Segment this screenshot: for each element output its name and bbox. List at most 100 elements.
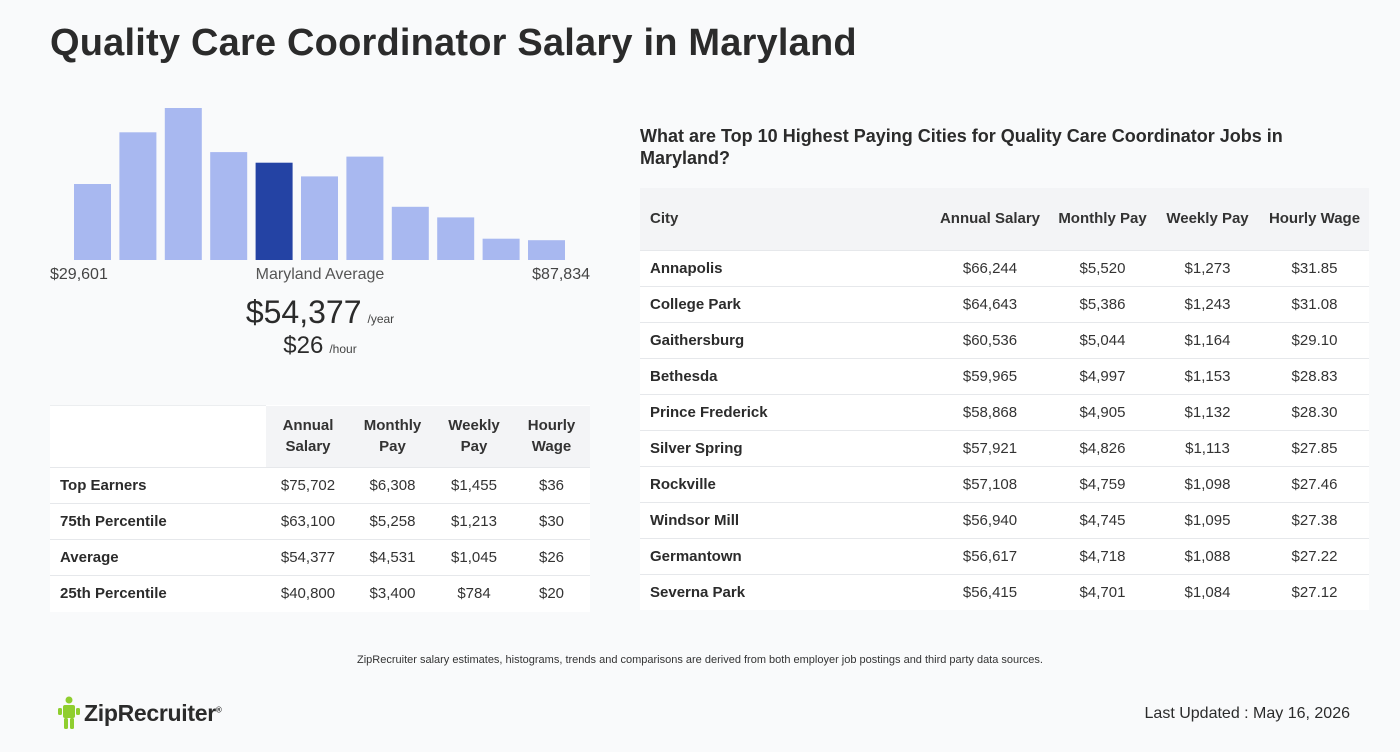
city-cell: $1,088 [1155,537,1260,574]
percentile-cell: $6,308 [350,467,435,504]
average-hourly-value: $26 [283,332,324,359]
percentile-cell: $3,400 [350,575,435,612]
city-name: Severna Park [640,573,930,610]
histogram-bar [301,176,338,260]
percentile-cell: $784 [435,575,513,612]
histogram-bar [346,156,384,260]
percentile-cell: $20 [513,575,590,612]
histogram-average-label: Maryland Average [255,266,385,283]
histogram-bar [437,217,475,260]
histogram-bar [391,206,429,260]
percentile-cell: $54,377 [266,539,350,576]
ziprecruiter-logo[interactable]: ZipRecruiter® [58,695,222,731]
city-header-hourly: Hourly Wage [1260,188,1369,250]
city-row: Rockville $57,108 $4,759 $1,098 $27.46 [640,465,1369,502]
city-table-header: City Annual Salary Monthly Pay Weekly Pa… [640,188,1369,250]
city-row: Gaithersburg $60,536 $5,044 $1,164 $29.10 [640,321,1369,358]
percentile-cell: $40,800 [266,575,350,612]
city-cell: $4,701 [1050,573,1155,610]
city-cell: $4,997 [1050,357,1155,394]
histogram-min-label: $29,601 [50,266,108,283]
city-cell: $27.85 [1260,429,1369,466]
city-cell: $58,868 [930,393,1050,430]
city-cell: $57,108 [930,465,1050,502]
city-cell: $27.12 [1260,573,1369,610]
city-name: Bethesda [640,357,930,394]
city-cell: $4,826 [1050,429,1155,466]
percentile-row-label: 25th Percentile [50,575,266,612]
histogram-bar-average [255,162,293,260]
city-name: College Park [640,285,930,322]
city-row: Severna Park $56,415 $4,701 $1,084 $27.12 [640,573,1369,610]
city-cell: $60,536 [930,321,1050,358]
city-header-city: City [640,188,930,250]
city-cell: $27.22 [1260,537,1369,574]
city-cell: $56,617 [930,537,1050,574]
city-header-monthly: Monthly Pay [1050,188,1155,250]
city-cell: $28.30 [1260,393,1369,430]
percentile-cell: $1,455 [435,467,513,504]
histogram-bar [210,152,248,260]
histogram-bar [528,240,565,260]
city-cell: $27.46 [1260,465,1369,502]
percentile-cell: $1,213 [435,503,513,540]
percentile-cell: $63,100 [266,503,350,540]
data-source-note: ZipRecruiter salary estimates, histogram… [357,654,1043,666]
city-name: Rockville [640,465,930,502]
city-row: Windsor Mill $56,940 $4,745 $1,095 $27.38 [640,501,1369,538]
city-cell: $29.10 [1260,321,1369,358]
ziprecruiter-logo-text: ZipRecruiter® [84,699,222,726]
city-cell: $1,098 [1155,465,1260,502]
city-name: Silver Spring [640,429,930,466]
city-table: City Annual Salary Monthly Pay Weekly Pa… [640,188,1369,610]
city-row: Silver Spring $57,921 $4,826 $1,113 $27.85 [640,429,1369,466]
city-cell: $4,905 [1050,393,1155,430]
percentile-header-weekly: Weekly Pay [435,405,513,468]
city-row: College Park $64,643 $5,386 $1,243 $31.08 [640,285,1369,322]
percentile-cell: $1,045 [435,539,513,576]
city-row: Germantown $56,617 $4,718 $1,088 $27.22 [640,537,1369,574]
city-cell: $31.08 [1260,285,1369,322]
city-row: Annapolis $66,244 $5,520 $1,273 $31.85 [640,249,1369,286]
last-updated: Last Updated : May 16, 2026 [1144,705,1350,722]
city-cell: $5,520 [1050,249,1155,286]
city-cell: $1,113 [1155,429,1260,466]
city-row: Bethesda $59,965 $4,997 $1,153 $28.83 [640,357,1369,394]
percentile-row-label: 75th Percentile [50,503,266,540]
average-yearly-salary: $54,377/year [50,294,590,331]
ziprecruiter-logo-icon [58,696,80,729]
city-cell: $64,643 [930,285,1050,322]
city-cell: $1,243 [1155,285,1260,322]
average-hourly-unit: /hour [329,342,357,356]
histogram-bar [164,108,202,260]
percentile-cell: $36 [513,467,590,504]
city-cell: $27.38 [1260,501,1369,538]
percentile-cell: $26 [513,539,590,576]
average-hourly-wage: $26/hour [50,332,590,360]
average-yearly-unit: /year [367,312,395,326]
percentile-header-annual: Annual Salary [266,405,350,468]
city-cell: $4,718 [1050,537,1155,574]
percentile-cell: $30 [513,503,590,540]
city-name: Gaithersburg [640,321,930,358]
page-title: Quality Care Coordinator Salary in Maryl… [50,22,857,64]
salary-histogram [74,108,565,260]
city-name: Germantown [640,537,930,574]
city-cell: $56,415 [930,573,1050,610]
city-cell: $56,940 [930,501,1050,538]
percentile-row: Average $54,377 $4,531 $1,045 $26 [50,539,590,576]
percentile-row-label: Top Earners [50,467,266,504]
city-cell: $1,273 [1155,249,1260,286]
city-cell: $59,965 [930,357,1050,394]
histogram-bar [119,132,157,260]
histogram-bar [74,184,111,260]
percentile-table-header: Annual Salary Monthly Pay Weekly Pay Hou… [50,405,590,468]
percentile-row-label: Average [50,539,266,576]
city-cell: $57,921 [930,429,1050,466]
city-cell: $31.85 [1260,249,1369,286]
city-cell: $1,084 [1155,573,1260,610]
city-cell: $28.83 [1260,357,1369,394]
city-cell: $4,759 [1050,465,1155,502]
percentile-header-blank [50,405,266,468]
city-cell: $4,745 [1050,501,1155,538]
